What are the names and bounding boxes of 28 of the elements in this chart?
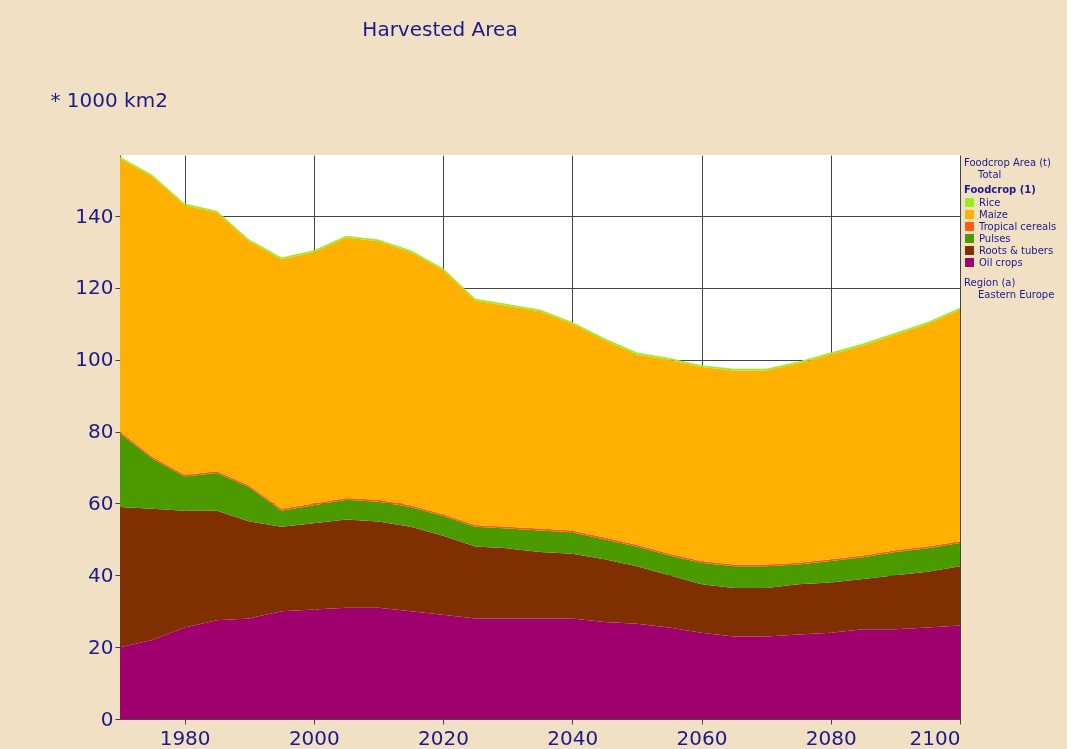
- x-tick-label: 2040: [547, 725, 599, 749]
- text: Foodcrop Area (t): [964, 157, 1052, 168]
- legend-label: Tropical cereals: [978, 220, 1057, 232]
- y-tick-label: 60: [88, 490, 114, 515]
- x-tick-label: 2080: [805, 725, 857, 749]
- x-tick-label: 2020: [418, 725, 470, 749]
- legend-label: Pulses: [979, 232, 1011, 244]
- y-tick-label: 40: [88, 562, 114, 587]
- legend-label: Rice: [979, 196, 1001, 208]
- y-axis-title: * 1000 km2: [50, 87, 168, 112]
- x-tick-label: 1980: [159, 725, 211, 749]
- legend-label: Roots & tubers: [979, 244, 1054, 256]
- y-tick-label: 120: [75, 275, 114, 300]
- x-tick-label: 2100: [909, 725, 961, 749]
- text: Region (a): [964, 277, 1016, 288]
- y-tick-label: 80: [88, 419, 114, 444]
- y-tick-label: 140: [75, 203, 114, 228]
- x-tick-label: 2000: [288, 725, 340, 749]
- legend-title: Foodcrop (1): [964, 184, 1036, 195]
- text: Eastern Europe: [978, 289, 1055, 300]
- y-tick-label: 20: [88, 634, 114, 659]
- y-tick-label: 100: [75, 347, 114, 372]
- legend-label: Oil crops: [979, 256, 1023, 268]
- text: Total: [977, 169, 1002, 180]
- legend-label: Maize: [979, 208, 1008, 220]
- y-tick-label: 0: [100, 706, 114, 731]
- x-tick-label: 2060: [676, 725, 728, 749]
- chart-title: Harvested Area: [362, 17, 518, 41]
